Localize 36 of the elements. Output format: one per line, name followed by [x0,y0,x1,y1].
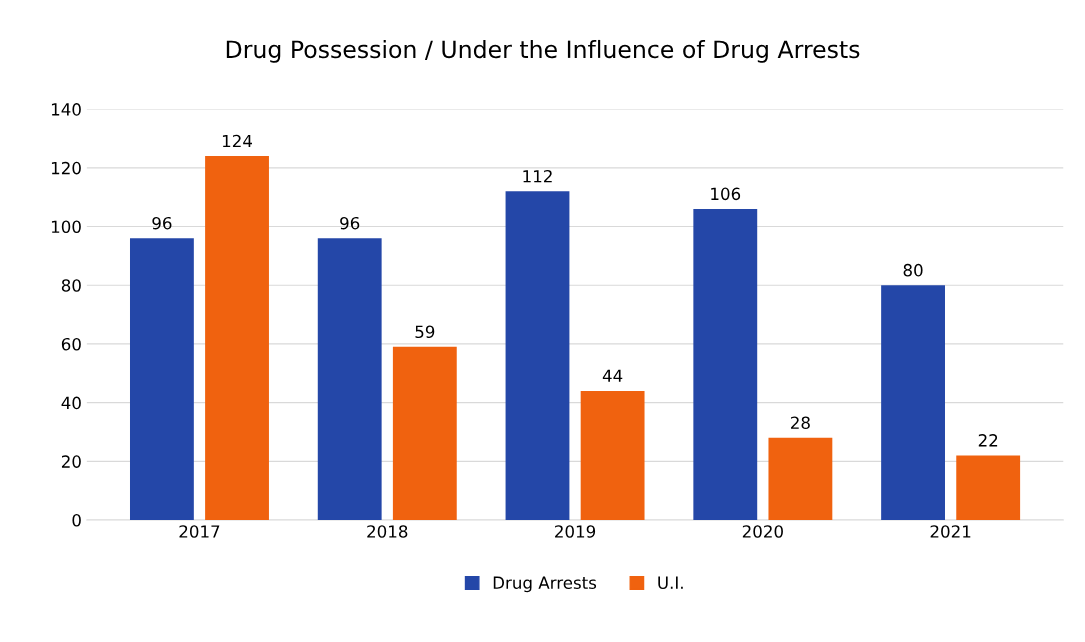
bar [693,208,758,521]
legend-label: Drug Arrests [493,576,597,593]
legend-label: U.I. [658,576,683,590]
y-tick-label: 140 [51,103,81,116]
x-tick-label: 2018 [367,525,408,538]
bar [956,455,1021,521]
data-label: 96 [152,216,172,230]
data-label: 59 [415,325,435,339]
bar [205,156,269,521]
data-label: 106 [711,187,741,201]
data-label: 28 [791,416,810,430]
bar [129,238,194,521]
data-label: 22 [978,434,998,447]
data-label: 44 [602,369,623,382]
x-tick-label: 2021 [930,525,971,538]
y-tick-label: 40 [61,396,81,410]
x-tick-label: 2017 [179,525,220,538]
data-label: 96 [340,216,360,230]
bar [505,191,570,521]
bar [580,390,645,521]
x-tick-label: 2020 [742,525,783,538]
y-tick-label: 120 [51,161,81,175]
chart-title: Drug Possession / Under the Influence of Drug Arrests [226,39,860,63]
y-tick-label: 80 [61,279,81,292]
y-tick-label: 0 [72,513,81,527]
bar [392,346,457,521]
bar [317,238,382,521]
data-label: 124 [222,134,252,148]
data-label: 112 [523,169,552,183]
x-tick-label: 2019 [555,525,596,538]
bar [768,437,833,521]
y-tick-label: 20 [61,455,81,468]
data-label: 80 [903,263,923,277]
y-tick-label: 100 [51,220,81,234]
bar [881,285,945,521]
y-tick-label: 60 [61,337,81,351]
